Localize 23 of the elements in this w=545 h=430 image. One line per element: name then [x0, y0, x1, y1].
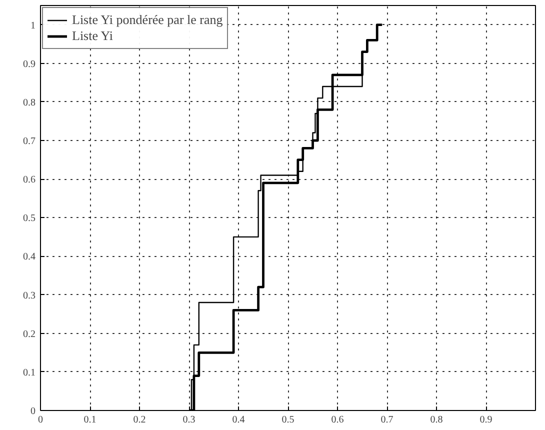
y-tick-label: 0.3	[23, 290, 36, 302]
legend-label: Liste Yi pondérée par le rang	[72, 12, 223, 28]
y-tick-label: 0.7	[23, 136, 36, 147]
y-tick-label: 1	[30, 20, 36, 32]
y-tick-label: 0.1	[23, 367, 36, 378]
legend-label: Liste Yi	[72, 28, 114, 44]
x-tick-label: 0.4	[232, 414, 245, 426]
y-tick-label: 0.2	[23, 328, 36, 340]
x-tick-label: 0.9	[480, 414, 492, 426]
y-tick-label: 0.6	[23, 174, 36, 186]
x-tick-label: 0.8	[430, 414, 443, 426]
y-tick-label: 0.9	[23, 58, 36, 70]
y-tick-label: 0.4	[23, 252, 36, 263]
y-tick-label: 0	[30, 406, 36, 417]
x-tick-label: 0.1	[84, 414, 96, 426]
y-tick-label: 0.5	[23, 213, 36, 224]
x-tick-label: 0.5	[282, 414, 294, 426]
x-tick-label: 0.6	[331, 414, 344, 426]
x-tick-label: 0.3	[182, 414, 196, 426]
x-tick-label: 0	[38, 414, 43, 426]
y-tick-label: 0.8	[23, 97, 36, 108]
x-tick-label: 0.2	[133, 414, 146, 426]
x-tick-label: 0.7	[380, 414, 394, 426]
